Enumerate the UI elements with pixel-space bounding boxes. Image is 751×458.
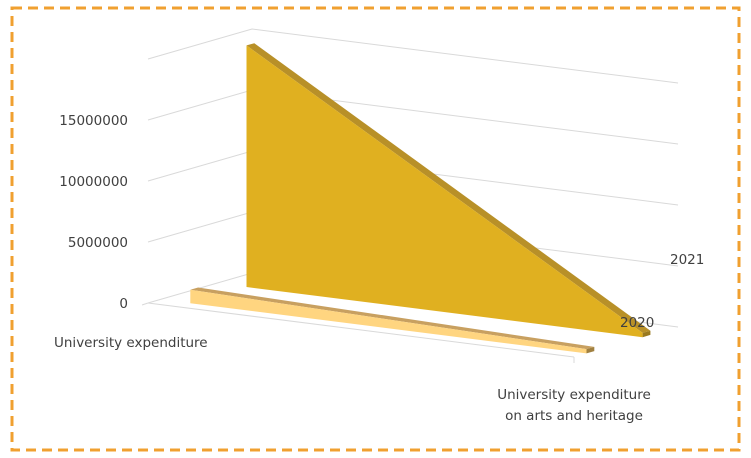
y-tick-label: 5000000 — [68, 235, 128, 251]
y-tick-label: 10000000 — [59, 174, 128, 190]
gridline-4 — [147, 28, 679, 84]
category-label: University expenditure — [54, 335, 208, 351]
gridline-3 — [147, 89, 679, 145]
series-2021-top — [246, 43, 651, 333]
series-2020-area — [190, 289, 587, 354]
series-2021-side — [642, 330, 651, 338]
y-tick-label: 15000000 — [59, 113, 128, 129]
category-tick-start — [141, 302, 149, 306]
category-label-line: on arts and heritage — [505, 408, 643, 424]
series-label: 2021 — [670, 252, 704, 268]
chart-frame — [10, 6, 741, 452]
y-tick-label: 0 — [119, 296, 128, 312]
series-2020-top — [190, 287, 595, 350]
series-label: 2020 — [620, 315, 654, 331]
category-label: University expenditure on arts and herita… — [497, 387, 651, 424]
series-areas — [190, 43, 651, 354]
series-2020-side — [586, 346, 595, 354]
chart-frame-border — [10, 6, 741, 452]
category-axis-line — [147, 302, 575, 358]
category-label-line: University expenditure — [497, 387, 651, 403]
series-2021-area — [246, 45, 643, 338]
chart-labels: 0 5000000 10000000 15000000 University expen… — [54, 113, 704, 424]
axis-lines — [141, 302, 575, 363]
